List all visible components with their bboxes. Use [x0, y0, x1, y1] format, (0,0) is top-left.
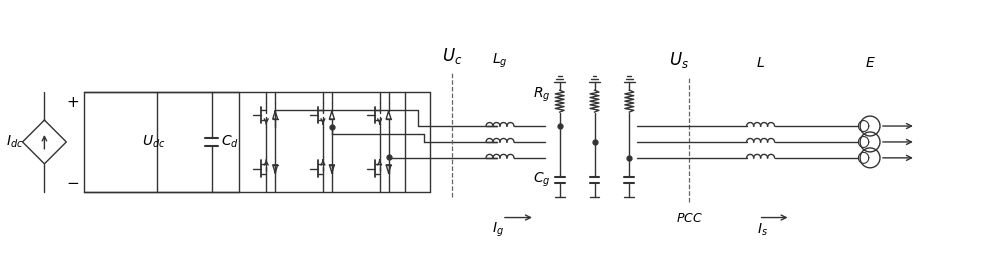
- Text: $U_{dc}$: $U_{dc}$: [142, 134, 166, 150]
- Text: $I_{dc}$: $I_{dc}$: [6, 134, 23, 150]
- Text: $U_c$: $U_c$: [442, 46, 462, 66]
- Text: $C_g$: $C_g$: [533, 171, 551, 189]
- Text: +: +: [66, 95, 79, 110]
- Text: $\it{PCC}$: $\it{PCC}$: [676, 211, 702, 225]
- Text: $R_g$: $R_g$: [533, 86, 551, 104]
- Text: $C_d$: $C_d$: [221, 134, 239, 150]
- Text: $E$: $E$: [865, 56, 875, 70]
- Text: $-$: $-$: [66, 174, 79, 189]
- Text: $I_g$: $I_g$: [492, 220, 504, 239]
- Text: $L_g$: $L_g$: [492, 52, 508, 70]
- Text: $U_s$: $U_s$: [669, 50, 689, 70]
- Text: $I_s$: $I_s$: [757, 221, 768, 238]
- Text: $L$: $L$: [756, 56, 765, 70]
